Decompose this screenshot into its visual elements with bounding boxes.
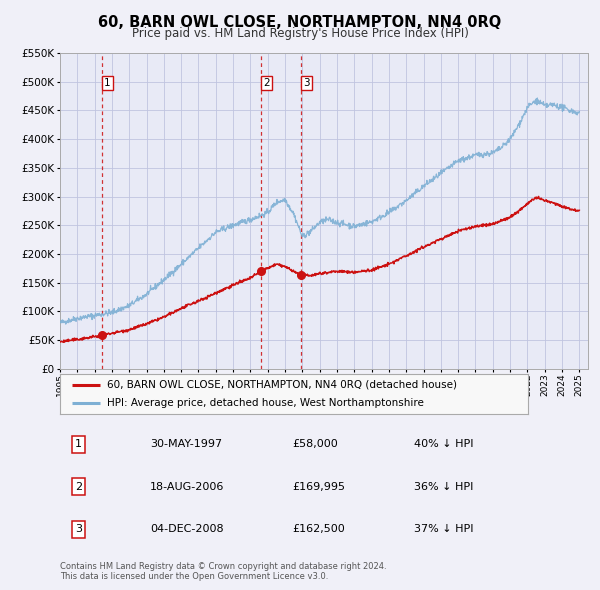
Text: 30-MAY-1997: 30-MAY-1997 bbox=[150, 440, 222, 449]
Text: 1: 1 bbox=[104, 78, 110, 88]
Text: 04-DEC-2008: 04-DEC-2008 bbox=[150, 525, 223, 534]
Text: 60, BARN OWL CLOSE, NORTHAMPTON, NN4 0RQ: 60, BARN OWL CLOSE, NORTHAMPTON, NN4 0RQ bbox=[98, 15, 502, 30]
Text: £162,500: £162,500 bbox=[292, 525, 345, 534]
Text: HPI: Average price, detached house, West Northamptonshire: HPI: Average price, detached house, West… bbox=[107, 398, 424, 408]
Text: 3: 3 bbox=[303, 78, 310, 88]
Text: 40% ↓ HPI: 40% ↓ HPI bbox=[414, 440, 473, 449]
Text: £58,000: £58,000 bbox=[292, 440, 338, 449]
Text: 2: 2 bbox=[263, 78, 270, 88]
Text: 37% ↓ HPI: 37% ↓ HPI bbox=[414, 525, 473, 534]
Text: 36% ↓ HPI: 36% ↓ HPI bbox=[414, 482, 473, 491]
Text: 1: 1 bbox=[75, 440, 82, 449]
Text: £169,995: £169,995 bbox=[292, 482, 346, 491]
Text: Price paid vs. HM Land Registry's House Price Index (HPI): Price paid vs. HM Land Registry's House … bbox=[131, 27, 469, 40]
Text: 18-AUG-2006: 18-AUG-2006 bbox=[150, 482, 224, 491]
Text: 60, BARN OWL CLOSE, NORTHAMPTON, NN4 0RQ (detached house): 60, BARN OWL CLOSE, NORTHAMPTON, NN4 0RQ… bbox=[107, 380, 457, 390]
Text: This data is licensed under the Open Government Licence v3.0.: This data is licensed under the Open Gov… bbox=[60, 572, 328, 581]
Text: Contains HM Land Registry data © Crown copyright and database right 2024.: Contains HM Land Registry data © Crown c… bbox=[60, 562, 386, 571]
Text: 2: 2 bbox=[75, 482, 82, 491]
Text: 3: 3 bbox=[75, 525, 82, 534]
